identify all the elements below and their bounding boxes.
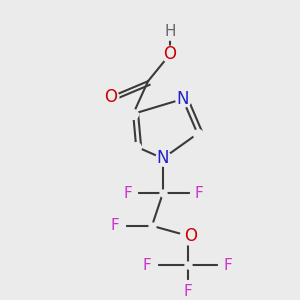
Text: F: F	[124, 186, 133, 201]
Text: O: O	[163, 46, 176, 64]
Text: F: F	[183, 284, 192, 299]
Text: N: N	[176, 90, 189, 108]
Text: F: F	[224, 258, 233, 273]
Text: O: O	[184, 227, 197, 245]
Text: N: N	[157, 149, 169, 167]
Text: F: F	[194, 186, 203, 201]
Text: H: H	[164, 24, 176, 39]
Text: O: O	[104, 88, 117, 106]
Text: F: F	[143, 258, 152, 273]
Text: F: F	[111, 218, 120, 233]
